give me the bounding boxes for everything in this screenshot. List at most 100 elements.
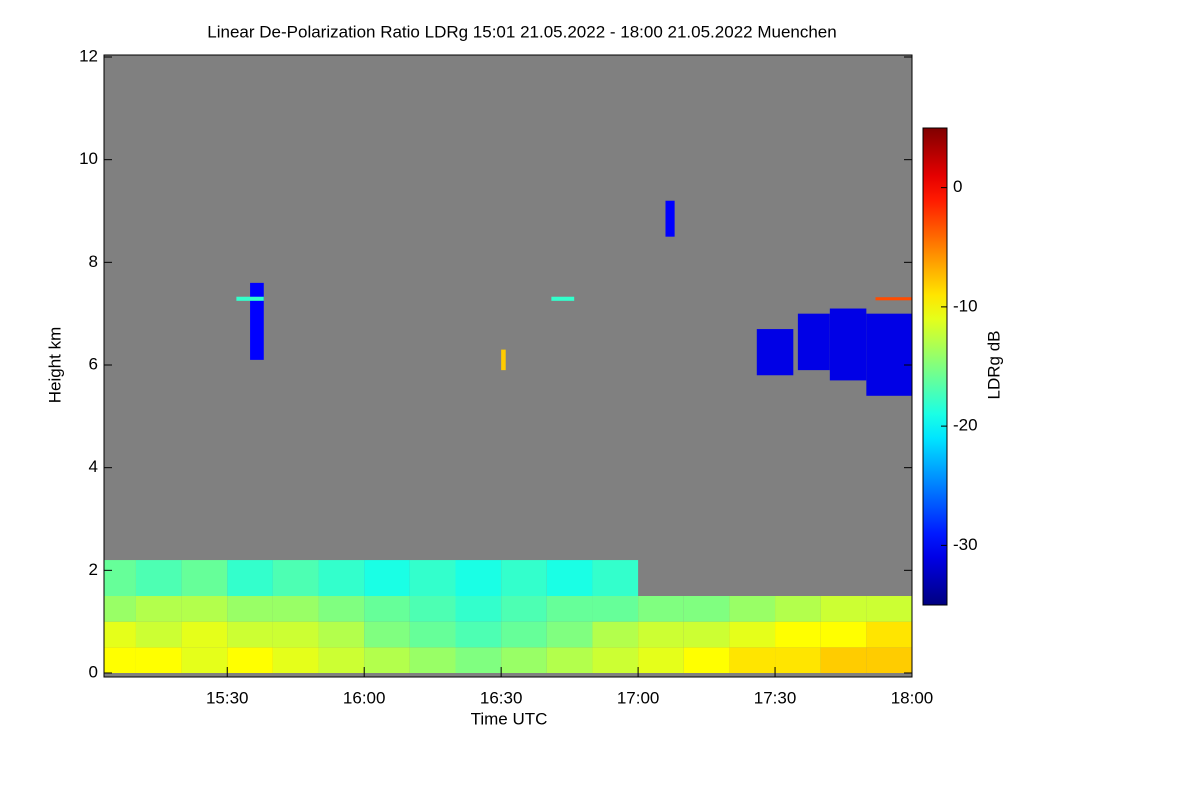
y-tick-label: 4 bbox=[89, 457, 98, 476]
heatmap-cell bbox=[409, 647, 456, 673]
heatmap-cell bbox=[683, 621, 730, 648]
feature-cell bbox=[551, 296, 575, 301]
heatmap-cell bbox=[364, 596, 410, 622]
heatmap-cell bbox=[455, 647, 502, 673]
colorbar-label: LDRg dB bbox=[984, 331, 1003, 400]
heatmap-cell bbox=[272, 647, 319, 673]
heatmap-cell bbox=[135, 647, 182, 673]
heatmap-cell bbox=[318, 596, 365, 622]
feature-cell bbox=[236, 296, 264, 301]
heatmap-cell bbox=[104, 560, 136, 596]
heatmap-cell bbox=[455, 560, 502, 596]
colorbar-tick-label: -10 bbox=[953, 296, 978, 315]
heatmap-cell bbox=[775, 621, 821, 648]
heatmap-cell bbox=[455, 621, 502, 648]
heatmap-cell bbox=[318, 621, 365, 648]
colorbar-tick-label: -30 bbox=[953, 535, 978, 554]
heatmap-cell bbox=[501, 596, 547, 622]
heatmap-cell bbox=[455, 596, 502, 622]
y-tick-label: 0 bbox=[89, 662, 98, 681]
colorbar bbox=[922, 127, 948, 606]
heatmap-cell bbox=[318, 560, 365, 596]
chart-title: Linear De-Polarization Ratio LDRg 15:01 … bbox=[207, 22, 836, 41]
heatmap-cell bbox=[135, 560, 182, 596]
heatmap-cell bbox=[820, 596, 867, 622]
heatmap-cell bbox=[227, 647, 273, 673]
x-tick-label: 16:00 bbox=[343, 688, 386, 707]
y-tick-label: 8 bbox=[89, 252, 98, 271]
heatmap-cell bbox=[729, 621, 776, 648]
x-tick-label: 17:30 bbox=[754, 688, 797, 707]
x-tick-label: 18:00 bbox=[891, 688, 934, 707]
heatmap-cell bbox=[104, 621, 136, 648]
heatmap-cell bbox=[683, 596, 730, 622]
feature-cell bbox=[665, 200, 675, 237]
colorbar-tick-label: -20 bbox=[953, 416, 978, 435]
x-tick-label: 15:30 bbox=[206, 688, 249, 707]
feature-cell bbox=[875, 297, 912, 301]
heatmap-cell bbox=[501, 621, 547, 648]
y-axis-label: Height km bbox=[45, 327, 64, 404]
heatmap-cell bbox=[227, 621, 273, 648]
x-tick-label: 17:00 bbox=[617, 688, 660, 707]
heatmap-cell bbox=[546, 621, 593, 648]
x-axis-label: Time UTC bbox=[471, 709, 548, 728]
heatmap-cell bbox=[272, 596, 319, 622]
heatmap-cell bbox=[638, 596, 684, 622]
heatmap-cell bbox=[272, 621, 319, 648]
heatmap-cell bbox=[866, 647, 912, 673]
heatmap-cell bbox=[592, 596, 639, 622]
feature-cell bbox=[501, 349, 506, 371]
heatmap-cell bbox=[227, 560, 273, 596]
heatmap-cell bbox=[775, 647, 821, 673]
colorbar-tick-label: 0 bbox=[953, 177, 962, 196]
heatmap-cell bbox=[409, 621, 456, 648]
plot-frame bbox=[103, 54, 913, 678]
heatmap-cell bbox=[546, 560, 593, 596]
heatmap-cell bbox=[501, 647, 547, 673]
heatmap-cell bbox=[364, 560, 410, 596]
heatmap-cell bbox=[181, 560, 228, 596]
heatmap-cell bbox=[104, 596, 136, 622]
heatmap-cell bbox=[181, 621, 228, 648]
y-tick-label: 10 bbox=[79, 149, 98, 168]
heatmap-cell bbox=[729, 596, 776, 622]
feature-cell bbox=[756, 329, 794, 376]
heatmap-cell bbox=[364, 621, 410, 648]
heatmap-cell bbox=[181, 647, 228, 673]
feature-cell bbox=[866, 313, 912, 396]
heatmap-cell bbox=[592, 647, 639, 673]
heatmap-cell bbox=[683, 647, 730, 673]
heatmap-cell bbox=[546, 596, 593, 622]
heatmap-cell bbox=[638, 647, 684, 673]
feature-cell bbox=[797, 313, 830, 371]
heatmap-cell bbox=[592, 621, 639, 648]
heatmap-cell bbox=[272, 560, 319, 596]
heatmap-cell bbox=[866, 596, 912, 622]
heatmap-cell bbox=[181, 596, 228, 622]
heatmap-cell bbox=[501, 560, 547, 596]
heatmap-cell bbox=[318, 647, 365, 673]
heatmap-cell bbox=[820, 621, 867, 648]
heatmap bbox=[104, 200, 912, 673]
x-tick-label: 16:30 bbox=[480, 688, 523, 707]
heatmap-cell bbox=[866, 621, 912, 648]
heatmap-cell bbox=[135, 621, 182, 648]
heatmap-cell bbox=[135, 596, 182, 622]
heatmap-cell bbox=[409, 560, 456, 596]
heatmap-cell bbox=[409, 596, 456, 622]
heatmap-cell bbox=[729, 647, 776, 673]
y-tick-label: 6 bbox=[89, 354, 98, 373]
heatmap-cell bbox=[104, 647, 136, 673]
heatmap-cell bbox=[820, 647, 867, 673]
heatmap-cell bbox=[546, 647, 593, 673]
feature-cell bbox=[829, 308, 867, 381]
heatmap-cell bbox=[638, 621, 684, 648]
heatmap-cell bbox=[775, 596, 821, 622]
heatmap-cell bbox=[227, 596, 273, 622]
heatmap-cell bbox=[592, 560, 639, 596]
y-tick-label: 2 bbox=[89, 560, 98, 579]
heatmap-cell bbox=[364, 647, 410, 673]
y-tick-label: 12 bbox=[79, 46, 98, 65]
